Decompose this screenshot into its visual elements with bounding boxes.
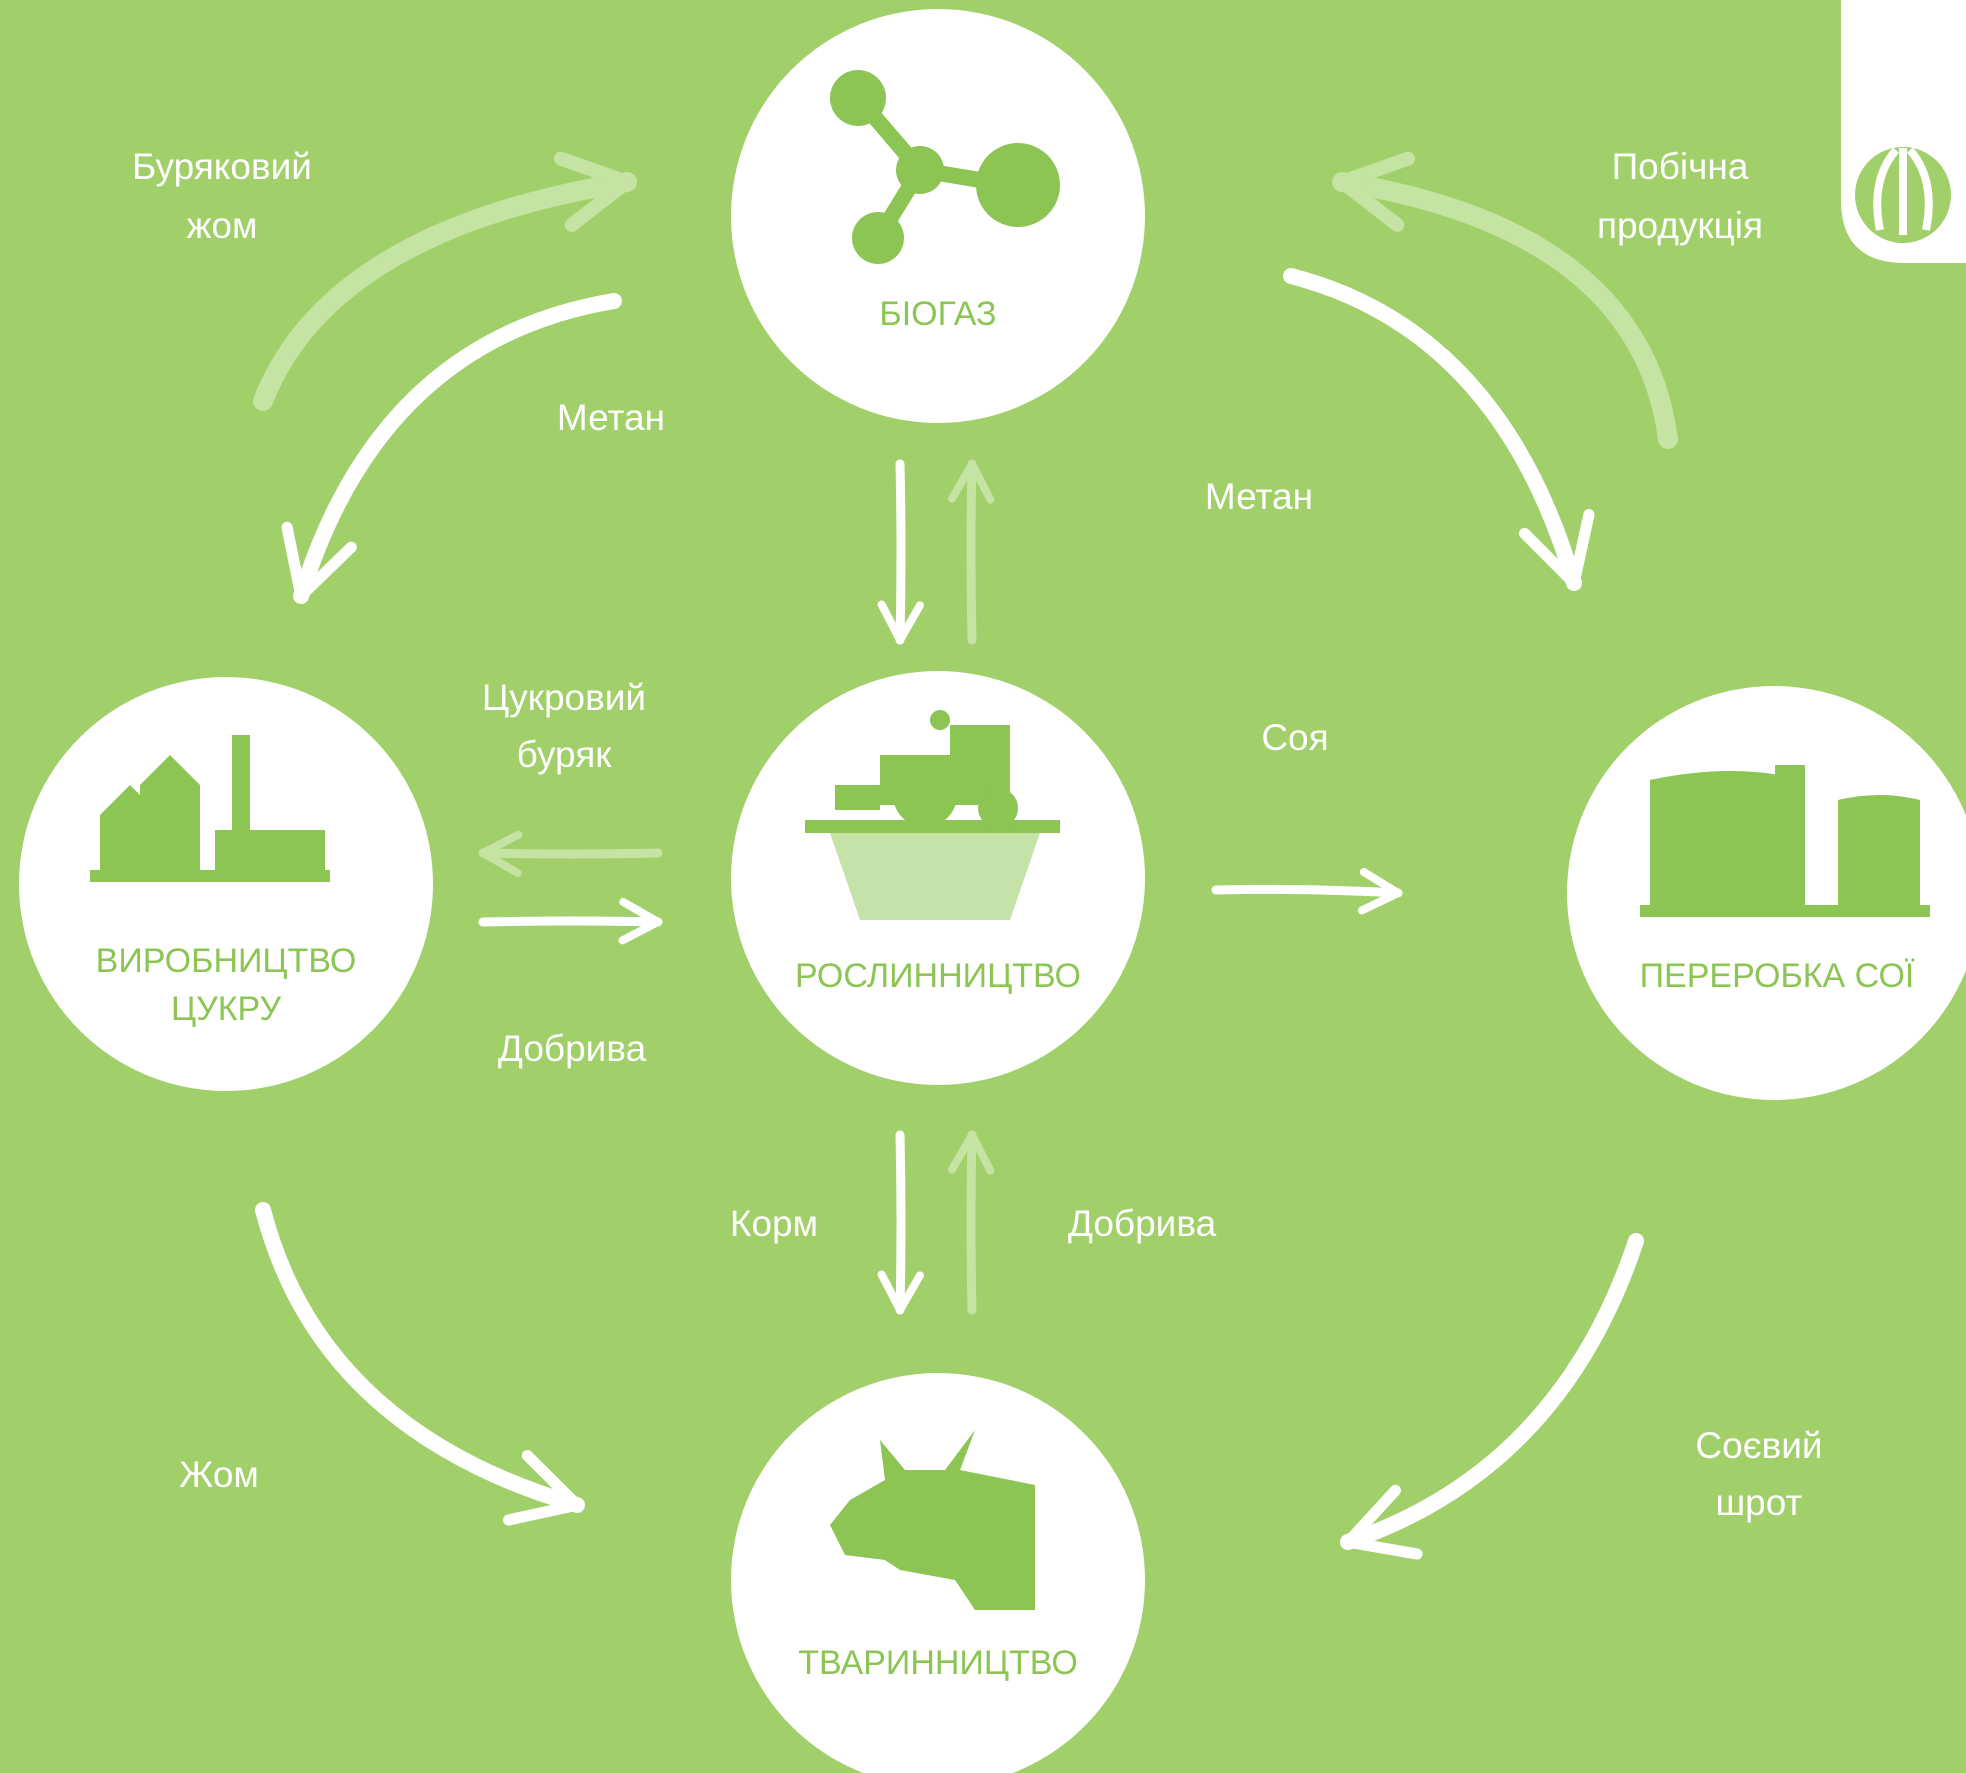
- node-label: РОСЛИННИЦТВО: [795, 957, 1081, 995]
- edge-label: Побічна: [1612, 146, 1749, 187]
- arrow: [971, 464, 972, 640]
- edge-label: Цукровий: [482, 677, 646, 718]
- arrow: [1216, 889, 1398, 893]
- edge-label: Буряковий: [132, 146, 312, 187]
- edge-label: жом: [187, 205, 258, 246]
- node-circle: [19, 677, 433, 1091]
- arrow: [483, 921, 658, 922]
- edge-label: продукція: [1597, 205, 1763, 246]
- edge-label: Соєвий: [1695, 1425, 1822, 1466]
- edge-label: Метан: [557, 397, 665, 438]
- edge-label: Соя: [1261, 717, 1328, 758]
- node-label: ТВАРИННИЦТВО: [798, 1644, 1078, 1682]
- edge-label: Добрива: [498, 1028, 647, 1069]
- node-label: ВИРОБНИЦТВО: [96, 942, 357, 980]
- edge-label: Метан: [1205, 476, 1313, 517]
- node-label: ПЕРЕРОБКА СОЇ: [1640, 957, 1915, 995]
- edge-label: Добрива: [1068, 1203, 1217, 1244]
- edge-label: Корм: [730, 1203, 818, 1244]
- arrow: [483, 853, 658, 854]
- edge-label: Жом: [179, 1454, 259, 1495]
- arrow: [900, 464, 901, 640]
- arrow: [971, 1135, 972, 1310]
- node-label: БІОГАЗ: [879, 295, 996, 333]
- edge-label: буряк: [517, 734, 613, 775]
- edge-label: шрот: [1716, 1482, 1803, 1523]
- node-label: ЦУКРУ: [171, 990, 281, 1028]
- node-circle: [731, 9, 1145, 423]
- arrow: [900, 1135, 901, 1310]
- diagram: БІОГАЗ РОСЛИННИЦТВО ВИРОБНИЦТВО ЦУКРУ ПЕ…: [0, 0, 1966, 1773]
- logo: [1841, 0, 1966, 263]
